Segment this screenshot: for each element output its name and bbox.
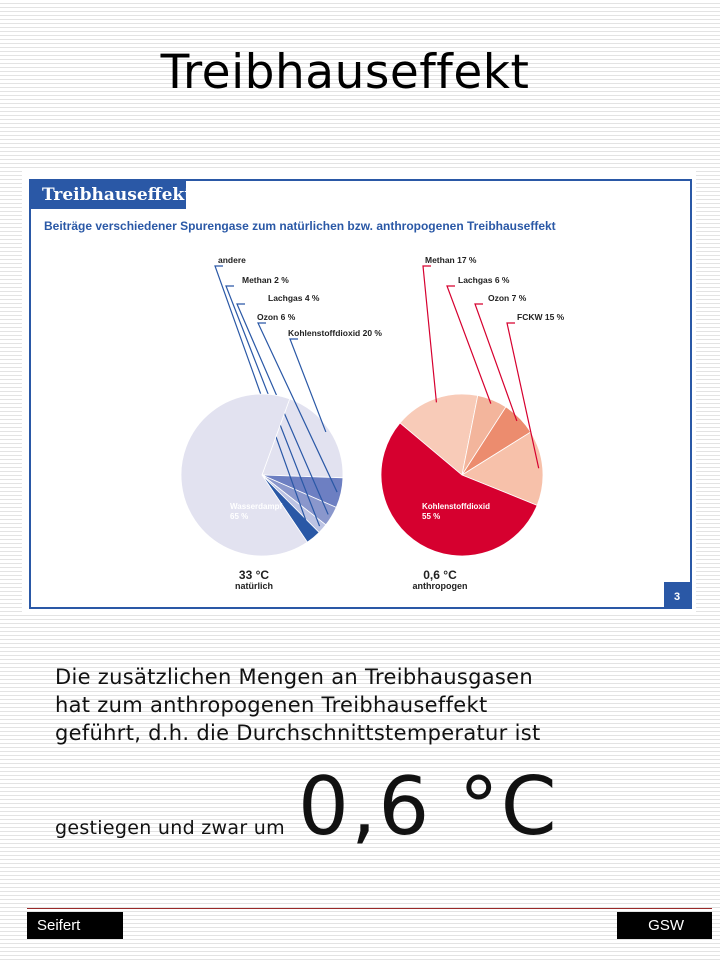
pie-slice (380, 422, 538, 557)
slice-label: Lachgas 6 % (458, 275, 510, 285)
slide-title: Treibhauseffekt (160, 45, 530, 100)
pie-natural: Kohlenstoffdioxid 20 % Ozon 6 % Lachgas 4 … (180, 255, 382, 557)
figure-title-band (30, 180, 186, 209)
slice-label: Ozon 7 % (488, 293, 527, 303)
pie-slice (261, 398, 344, 479)
pie-slice (399, 393, 479, 476)
leader-line (446, 285, 492, 404)
figure-number: 3 (674, 591, 680, 603)
leader-line (474, 303, 518, 422)
figure-frame (29, 179, 692, 609)
body-line: Die zusätzlichen Mengen an Treibhausgase… (55, 665, 533, 689)
temperature-increase: 0,6 °C (298, 760, 559, 853)
pie-anthropogenic: Methan 17 % Lachgas 6 % Ozon 7 % FCKW 15 % K… (380, 255, 565, 557)
footer-label: GSW (617, 912, 712, 939)
slice-label: Methan 2 % (242, 275, 289, 285)
slice-label: FCKW 15 % (517, 312, 565, 322)
figure-number-badge (664, 582, 690, 608)
leader-line (289, 338, 327, 433)
slice-label: Lachgas 4 % (268, 293, 320, 303)
anthropogenic-caption: anthropogen (413, 581, 468, 591)
leader-line (236, 303, 329, 515)
pie-slice (461, 431, 544, 506)
slice-label: Wasserdampf (230, 502, 283, 511)
leader-line (422, 265, 438, 403)
footer-author: Seifert (27, 912, 123, 939)
figure-subtitle: Beiträge verschiedener Spurengase zum na… (44, 219, 556, 233)
slice-label: andere (218, 255, 246, 265)
leader-line (257, 322, 338, 493)
anthropogenic-temperature: 0,6 °C (423, 568, 457, 582)
slice-label: Kohlenstoffdioxid 20 % (288, 328, 382, 338)
leader-line (214, 265, 312, 535)
body-line: hat zum anthropogenen Treibhauseffekt (55, 693, 488, 717)
slice-value-label: 55 % (422, 512, 440, 521)
slice-label: Methan 17 % (425, 255, 477, 265)
slice-label: Kohlenstoffdioxid (422, 502, 490, 511)
slice-value-label: 65 % (230, 512, 248, 521)
natural-caption: natürlich (235, 581, 273, 591)
body-line: geführt, d.h. die Durchschnittstemperatu… (55, 721, 541, 745)
figure-title: Treibhauseffekt (42, 185, 192, 205)
pie-slice (180, 393, 308, 557)
body-conclusion-text: gestiegen und zwar um (55, 817, 285, 839)
natural-temperature: 33 °C (239, 568, 269, 582)
footer-divider (27, 908, 712, 909)
body-text: Die zusätzlichen Mengen an Treibhausgase… (55, 663, 675, 747)
pie-charts: Treibhauseffekt Beiträge verschiedener S… (29, 179, 692, 609)
leader-line (506, 322, 540, 469)
greenhouse-figure: Treibhauseffekt Beiträge verschiedener S… (22, 168, 696, 612)
body-conclusion: gestiegen und zwar um 0,6 °C (55, 760, 695, 853)
slice-label: Ozon 6 % (257, 312, 296, 322)
leader-line (225, 285, 321, 527)
